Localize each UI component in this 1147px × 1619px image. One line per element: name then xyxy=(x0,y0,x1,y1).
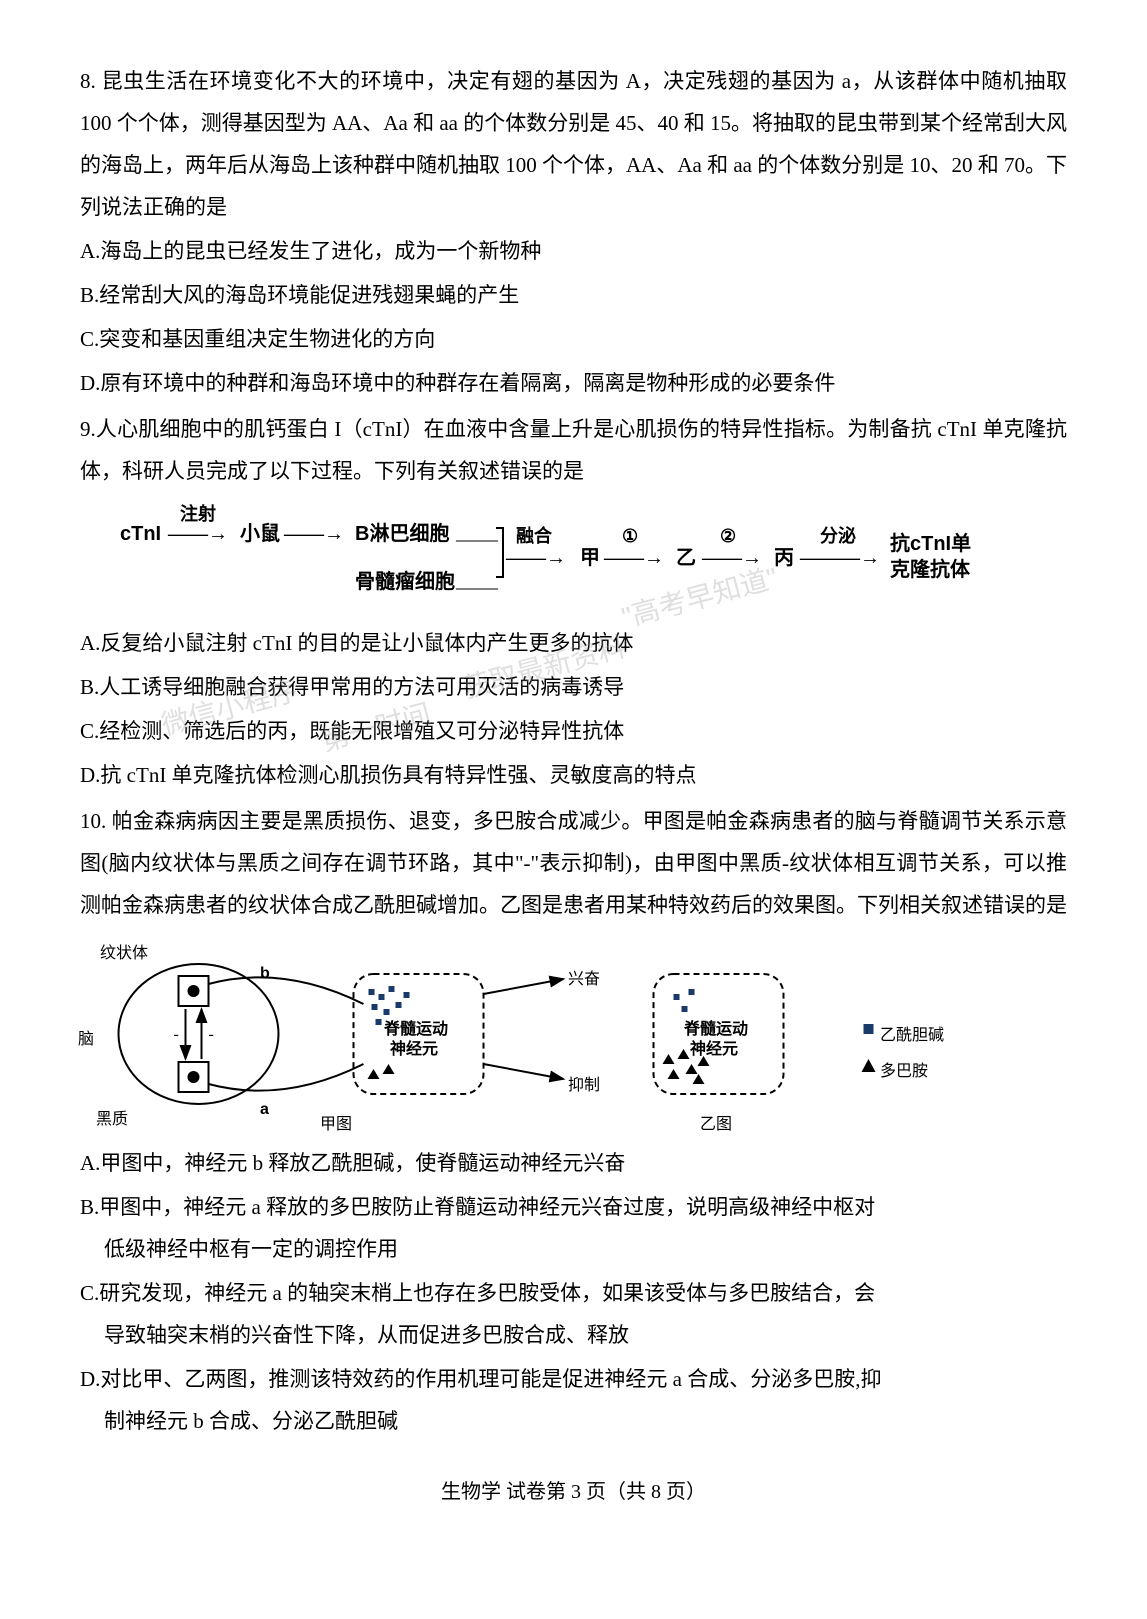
option-b-line1: B.甲图中，神经元 a 释放的多巴胺防止脊髓运动神经元兴奋过度，说明高级神经中枢… xyxy=(80,1195,875,1219)
bracket-icon xyxy=(496,527,504,578)
legend-triangle-icon xyxy=(862,1059,876,1072)
question-9: 9.人心肌细胞中的肌钙蛋白 I（cTnI）在血液中含量上升是心肌损伤的特异性指标… xyxy=(80,408,1067,796)
question-9-option-c: C.经检测、筛选后的丙，既能无限增殖又可分泌特异性抗体 xyxy=(80,710,1067,752)
arrow-icon xyxy=(484,979,564,994)
question-8-option-d: D.原有环境中的种群和海岛环境中的种群存在着隔离，隔离是物种形成的必要条件 xyxy=(80,362,1067,404)
question-8: 8. 昆虫生活在环境变化不大的环境中，决定有翅的基因为 A，决定残翅的基因为 a… xyxy=(80,60,1067,404)
arrow-icon: ——→ xyxy=(702,538,762,578)
option-b-line2: 低级神经中枢有一定的调控作用 xyxy=(80,1228,1067,1270)
flow-node-marrow: 骨髓瘤细胞 xyxy=(355,562,455,602)
option-c-line1: C.研究发现，神经元 a 的轴突末梢上也存在多巴胺受体，如果该受体与多巴胺结合，… xyxy=(80,1281,875,1305)
option-c-line2: 导致轴突末梢的兴奋性下降，从而促进多巴胺合成、释放 xyxy=(80,1314,1067,1356)
question-10-option-c: C.研究发现，神经元 a 的轴突末梢上也存在多巴胺受体，如果该受体与多巴胺结合，… xyxy=(80,1272,1067,1356)
label-wzt: 纹状体 xyxy=(100,938,148,970)
label-jia: 甲图 xyxy=(320,1109,352,1141)
flow-node-ctni: cTnI xyxy=(120,514,161,554)
minus-icon: - xyxy=(209,1026,214,1043)
arrow-icon: ——→ xyxy=(506,538,566,578)
question-10-text: 10. 帕金森病病因主要是黑质损伤、退变，多巴胺合成减少。甲图是帕金森病患者的脑… xyxy=(80,800,1067,926)
dots-sparse-icon xyxy=(674,989,695,1012)
legend-label-1: 乙酰胆碱 xyxy=(880,1020,944,1052)
arrow-icon: ——→ xyxy=(604,538,664,578)
question-8-text: 8. 昆虫生活在环境变化不大的环境中，决定有翅的基因为 A，决定残翅的基因为 a… xyxy=(80,60,1067,228)
arrow-icon: ——→ xyxy=(168,514,228,554)
flow-node-bcell: B淋巴细胞 xyxy=(355,514,449,554)
question-9-option-b: B.人工诱导细胞融合获得甲常用的方法可用灭活的病毒诱导 xyxy=(80,666,1067,708)
arrow-icon: ———→ xyxy=(800,538,880,578)
question-8-option-a: A.海岛上的昆虫已经发生了进化，成为一个新物种 xyxy=(80,230,1067,272)
option-d-line2: 制神经元 b 合成、分泌乙酰胆碱 xyxy=(80,1400,1067,1442)
legend-label-2: 多巴胺 xyxy=(880,1056,928,1088)
question-8-option-b: B.经常刮大风的海岛环境能促进残翅果蝇的产生 xyxy=(80,274,1067,316)
label-xingfen: 兴奋 xyxy=(568,964,600,996)
flow-node-antibody-2: 克隆抗体 xyxy=(890,550,970,590)
neural-diagram: - - xyxy=(80,934,1067,1134)
line-icon: —— xyxy=(456,566,498,608)
page-footer: 生物学 试卷第 3 页（共 8 页） xyxy=(80,1472,1067,1512)
question-8-option-c: C.突变和基因重组决定生物进化的方向 xyxy=(80,318,1067,360)
question-9-option-d: D.抗 cTnI 单克隆抗体检测心肌损伤具有特异性强、灵敏度高的特点 xyxy=(80,754,1067,796)
question-9-option-a: A.反复给小鼠注射 cTnI 的目的是让小鼠体内产生更多的抗体 xyxy=(80,622,1067,664)
label-yizhi: 抑制 xyxy=(568,1070,600,1102)
question-10-option-b: B.甲图中，神经元 a 释放的多巴胺防止脊髓运动神经元兴奋过度，说明高级神经中枢… xyxy=(80,1186,1067,1270)
legend-square-icon xyxy=(864,1024,874,1034)
axon-a-icon xyxy=(209,1064,364,1091)
line-icon: —— xyxy=(456,518,498,560)
label-b: b xyxy=(260,958,270,990)
label-jssjy-jia-2: 神经元 xyxy=(390,1034,438,1066)
label-yi: 乙图 xyxy=(700,1109,732,1141)
question-10-option-a: A.甲图中，神经元 b 释放乙酰胆碱，使脊髓运动神经元兴奋 xyxy=(80,1142,1067,1184)
flow-node-bing: 丙 xyxy=(774,538,794,578)
question-10: 10. 帕金森病病因主要是黑质损伤、退变，多巴胺合成减少。甲图是帕金森病患者的脑… xyxy=(80,800,1067,1442)
dot-icon xyxy=(188,1071,200,1083)
label-a: a xyxy=(260,1094,269,1126)
minus-icon: - xyxy=(174,1026,179,1043)
flow-node-yi: 乙 xyxy=(676,538,696,578)
flowchart-diagram: cTnI 注射 ——→ 小鼠 ——→ B淋巴细胞 骨髓瘤细胞 —— —— 融合 … xyxy=(120,502,1047,612)
question-9-text: 9.人心肌细胞中的肌钙蛋白 I（cTnI）在血液中含量上升是心肌损伤的特异性指标… xyxy=(80,408,1067,492)
label-heizhi: 黑质 xyxy=(96,1104,128,1136)
option-d-line1: D.对比甲、乙两图，推测该特效药的作用机理可能是促进神经元 a 合成、分泌多巴胺… xyxy=(80,1367,881,1391)
dot-icon xyxy=(188,985,200,997)
flow-node-mouse: 小鼠 xyxy=(240,514,280,554)
arrow-icon xyxy=(484,1064,564,1079)
label-nao: 脑 xyxy=(78,1024,94,1056)
question-10-option-d: D.对比甲、乙两图，推测该特效药的作用机理可能是促进神经元 a 合成、分泌多巴胺… xyxy=(80,1358,1067,1442)
brain-ellipse-icon xyxy=(119,964,279,1104)
arrow-icon: ——→ xyxy=(284,514,344,554)
axon-b-icon xyxy=(209,977,364,1004)
triangles-sparse-icon xyxy=(368,1064,395,1079)
flow-node-jia: 甲 xyxy=(580,538,600,578)
label-jssjy-yi-2: 神经元 xyxy=(690,1034,738,1066)
